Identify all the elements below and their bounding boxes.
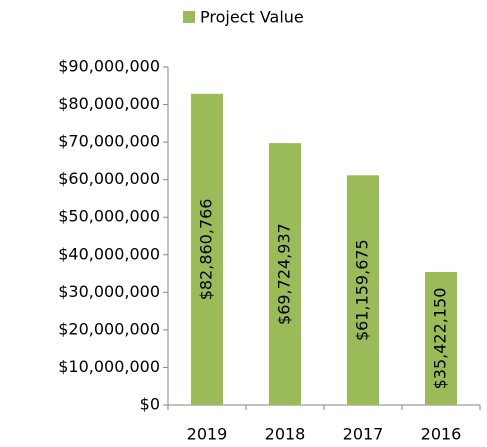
- legend-swatch: [183, 11, 195, 23]
- value-label: $82,860,766: [197, 199, 216, 301]
- value-label: $69,724,937: [275, 223, 294, 325]
- bar: [425, 271, 457, 405]
- y-tick-label: $70,000,000: [58, 132, 160, 151]
- legend-label: Project Value: [200, 8, 304, 27]
- y-tick-label: $60,000,000: [58, 169, 160, 188]
- y-tick-label: $30,000,000: [58, 282, 160, 301]
- value-label: $35,422,150: [431, 288, 450, 390]
- x-tick-label: 2017: [343, 425, 384, 444]
- y-tick-label: $50,000,000: [58, 207, 160, 226]
- x-tick-label: 2016: [421, 425, 462, 444]
- bar: [191, 93, 223, 405]
- y-tick-label: $0: [140, 395, 160, 414]
- x-tick-label: 2018: [265, 425, 306, 444]
- bar: [269, 143, 301, 406]
- bar: [347, 175, 379, 405]
- value-label: $61,159,675: [353, 239, 372, 341]
- y-tick-label: $40,000,000: [58, 244, 160, 263]
- y-tick-label: $90,000,000: [58, 57, 160, 76]
- y-tick-label: $10,000,000: [58, 357, 160, 376]
- y-tick-label: $20,000,000: [58, 319, 160, 338]
- y-tick-label: $80,000,000: [58, 94, 160, 113]
- x-tick-label: 2019: [187, 425, 228, 444]
